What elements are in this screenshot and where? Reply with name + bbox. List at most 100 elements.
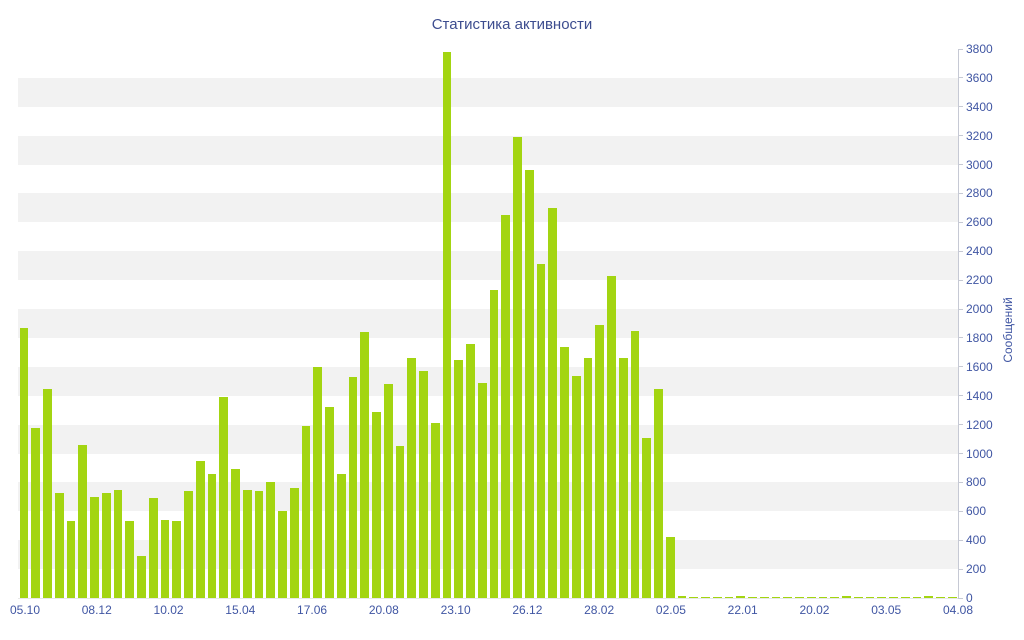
bar [795,596,804,598]
grid-band [18,309,958,338]
bar [266,482,275,598]
grid-band [18,482,958,512]
grid-band [18,135,958,165]
y-tick-label: 800 [966,475,987,490]
bar [254,491,264,598]
y-tick-label: 1200 [966,417,993,432]
bar [325,407,334,598]
x-tick-label: 08.12 [81,603,112,617]
bar [113,489,123,598]
y-axis-tick [958,597,963,599]
bar [583,358,593,598]
bar [524,170,534,598]
y-tick-label: 2200 [966,273,993,288]
bar [654,388,663,598]
bar [853,597,863,598]
bar [301,426,311,598]
y-axis-tick [958,395,963,397]
bar [889,596,898,598]
y-axis-tick [958,221,963,223]
bar [912,596,922,598]
x-tick-label: 05.10 [9,603,41,617]
bar [548,207,557,598]
bar [195,460,205,598]
y-axis-line [958,49,959,599]
y-axis-tick [958,337,963,339]
bar [783,597,792,598]
bar [54,492,64,598]
y-tick-label: 1400 [966,388,993,403]
chart-title: Статистика активности [431,16,593,33]
bar [336,473,346,598]
bar [806,597,816,598]
bar [771,597,781,598]
bar [947,596,957,598]
y-tick-label: 3600 [966,70,993,85]
bar [489,290,499,598]
y-axis-tick [958,539,963,541]
bar [877,597,886,598]
x-tick-label: 10.02 [153,603,184,617]
y-axis-tick [958,510,963,512]
bar [184,491,193,598]
y-axis-tick [958,568,963,570]
bar [571,375,581,598]
x-tick-label: 04.08 [942,603,974,617]
y-axis-title: Сообщений [1001,297,1015,363]
bar [242,489,252,598]
x-tick-label: 26.12 [512,603,543,617]
grid-band [18,540,958,570]
y-tick-label: 2000 [966,302,993,317]
y-axis-tick [958,135,963,137]
bar [160,519,170,598]
grid-band [18,193,958,223]
bar [665,537,675,598]
bar [395,446,405,598]
bar [501,215,510,598]
bar [724,597,734,598]
bar [630,330,640,598]
bar [642,437,651,598]
y-axis-tick [958,164,963,166]
y-tick-label: 2800 [966,186,993,201]
bar [677,595,687,598]
bar [924,595,933,598]
x-tick-label: 28.02 [584,603,615,617]
bar [830,597,839,598]
y-axis-tick [958,453,963,455]
bar [842,595,851,598]
y-axis-tick [958,366,963,368]
x-tick-label: 02.05 [655,603,686,617]
bar [407,358,416,598]
y-tick-label: 3200 [966,128,993,143]
bar [19,327,29,598]
bar [607,275,616,598]
y-tick-label: 1000 [966,446,993,461]
y-tick-label: 3400 [966,99,993,114]
bar [172,521,181,598]
bar [477,382,487,598]
bar [748,597,757,598]
y-tick-label: 200 [966,562,987,577]
bar [936,597,945,598]
y-tick-label: 2600 [966,215,993,230]
bar [66,521,76,598]
y-axis-tick [958,424,963,426]
y-tick-label: 1800 [966,330,993,345]
bar [137,556,146,598]
x-tick-label: 23.10 [440,603,471,617]
bar [513,137,522,598]
bar [78,444,87,598]
y-axis-tick [958,279,963,281]
bar [595,324,604,598]
x-tick-label: 20.02 [799,603,830,617]
bar [278,511,287,598]
y-axis-tick [958,308,963,310]
bar [289,488,299,598]
grid-band [18,424,958,454]
bar [712,596,722,598]
bar [701,597,710,598]
bar [536,264,546,598]
bar [618,358,628,598]
bar [360,332,369,598]
